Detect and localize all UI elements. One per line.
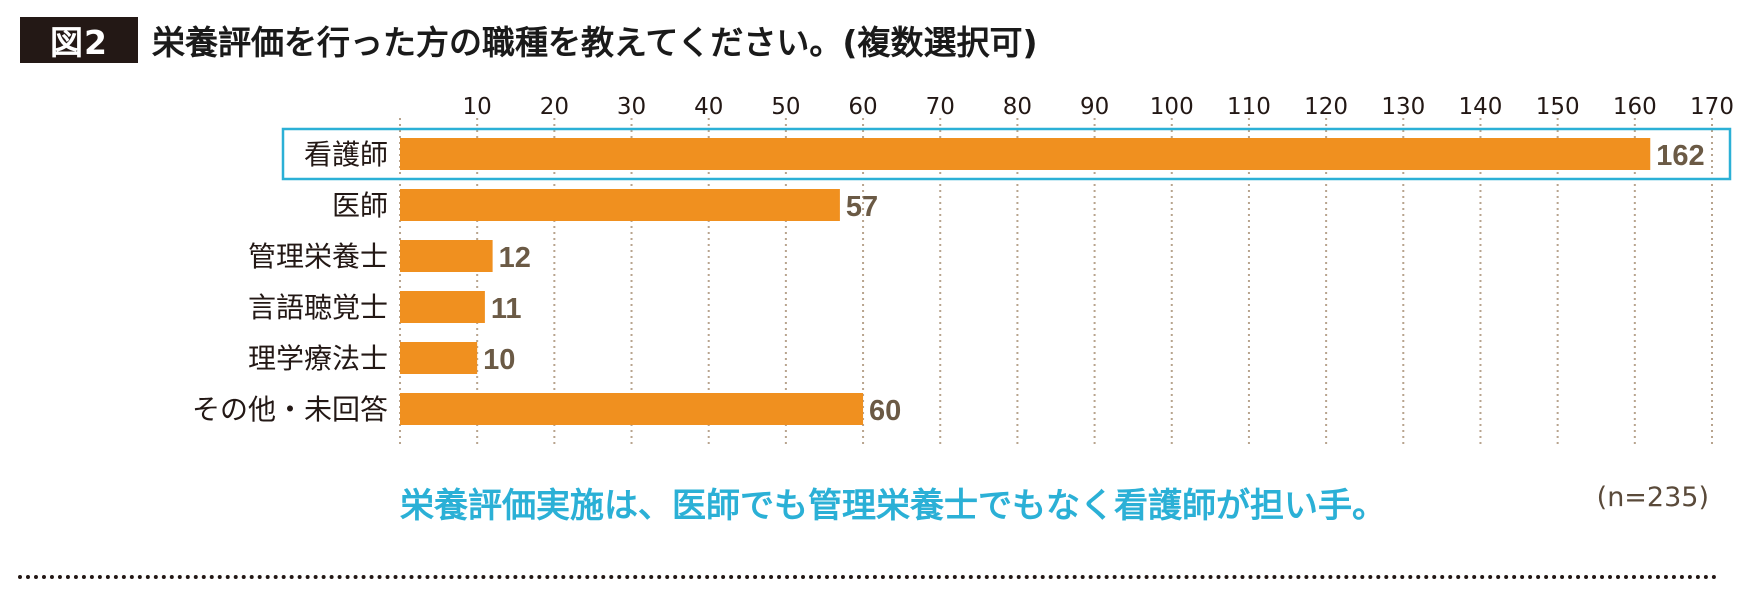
bar [400, 138, 1651, 170]
category-label: 医師 [332, 189, 388, 222]
x-tick-label: 130 [1381, 94, 1425, 120]
x-tick-label: 80 [1003, 94, 1032, 120]
highlight-box [281, 127, 1732, 181]
x-tick-label: 20 [540, 94, 569, 120]
highlight-layer [281, 127, 1732, 181]
x-tick-label: 110 [1227, 94, 1271, 120]
bar [400, 189, 840, 221]
x-tick-label: 160 [1613, 94, 1657, 120]
x-tick-label: 120 [1304, 94, 1348, 120]
category-label: その他・未回答 [192, 393, 388, 426]
bars [400, 138, 1651, 425]
x-tick-label: 170 [1690, 94, 1734, 120]
figure-number-badge: 図2 [20, 17, 138, 63]
bar [400, 291, 485, 323]
bar-chart: 10 20 30 40 50 60 70 80 90 100 110 120 130 140 150 160 1… [192, 94, 1734, 445]
data-label: 60 [869, 395, 901, 427]
figure-header: 図2 栄養評価を行った方の職種を教えてください。(複数選択可) [20, 16, 1038, 64]
value-labels: 162 57 12 11 10 60 [483, 140, 1704, 427]
x-tick-label: 40 [694, 94, 723, 120]
bottom-dotted-rule [18, 575, 1718, 579]
data-label: 10 [483, 344, 515, 376]
x-tick-label: 50 [771, 94, 800, 120]
data-label: 57 [846, 191, 878, 223]
category-label: 管理栄養士 [248, 240, 388, 273]
x-tick-label: 70 [926, 94, 955, 120]
data-label: 12 [499, 242, 531, 274]
x-axis-ticks: 10 20 30 40 50 60 70 80 90 100 110 120 130 140 150 160 1… [463, 94, 1734, 120]
grid-lines [399, 118, 1713, 445]
x-tick-label: 90 [1080, 94, 1109, 120]
x-tick-label: 30 [617, 94, 646, 120]
bar [400, 240, 493, 272]
category-label: 看護師 [304, 138, 388, 171]
x-tick-label: 60 [848, 94, 877, 120]
bar [400, 342, 478, 374]
x-tick-label: 150 [1536, 94, 1580, 120]
x-tick-label: 10 [463, 94, 492, 120]
chart-title: 栄養評価を行った方の職種を教えてください。(複数選択可) [152, 23, 1038, 62]
data-label: 162 [1656, 140, 1704, 172]
chart-caption: 栄養評価実施は、医師でも管理栄養士でもなく看護師が担い手。 [400, 486, 1386, 526]
category-label: 言語聴覚士 [248, 291, 388, 324]
bar [400, 393, 864, 425]
x-tick-label: 100 [1150, 94, 1194, 120]
data-label: 11 [491, 293, 522, 325]
sample-size-note: (n=235) [1596, 482, 1709, 513]
x-tick-label: 140 [1459, 94, 1503, 120]
category-label: 理学療法士 [248, 342, 388, 375]
